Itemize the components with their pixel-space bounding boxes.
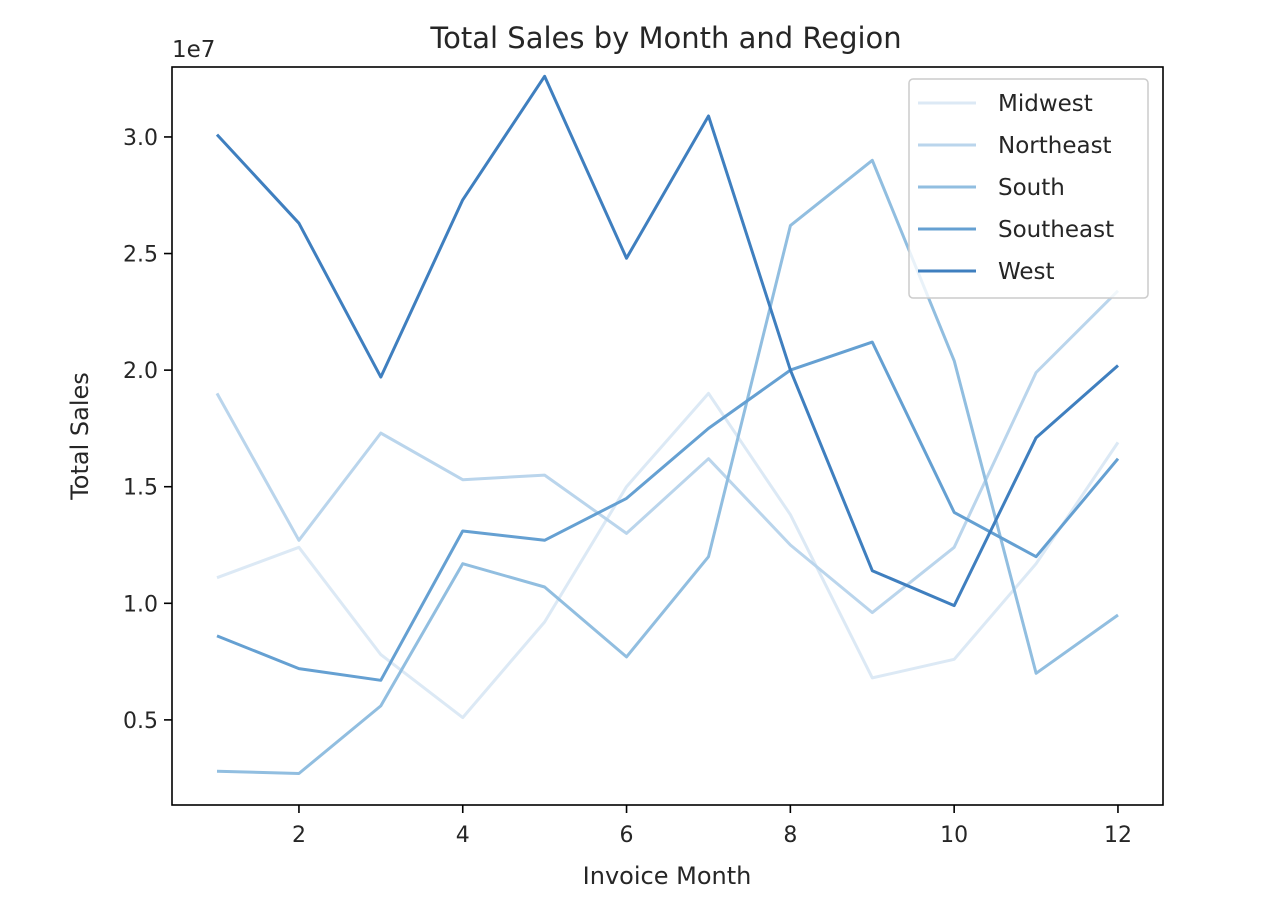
- series-line-midwest: [216, 391, 1120, 720]
- y-tick-label: 2.5: [123, 243, 158, 268]
- y-tick-label: 1.0: [123, 592, 158, 617]
- legend-label-southeast: Southeast: [998, 217, 1114, 243]
- x-tick-label: 6: [620, 823, 634, 848]
- x-tick-label: 2: [292, 823, 306, 848]
- y-tick-label: 0.5: [123, 709, 158, 734]
- chart-title: Total Sales by Month and Region: [429, 21, 901, 55]
- legend-label-midwest: Midwest: [998, 91, 1093, 117]
- y-axis-ticks: 0.5 1.0 1.5 2.0 2.5 3.0: [123, 126, 172, 734]
- legend-label-northeast: Northeast: [998, 133, 1112, 159]
- y-tick-label: 1.5: [123, 476, 158, 501]
- series-line-west: [215, 74, 1119, 608]
- legend-box: [908, 78, 1149, 299]
- y-axis-offset-label: 1e7: [172, 37, 215, 63]
- y-axis-label: Total Sales: [66, 372, 94, 501]
- series-line-south: [216, 158, 1119, 775]
- x-axis-ticks: 2 4 6 8 10 12: [292, 805, 1132, 848]
- x-axis-label: Invoice Month: [583, 862, 752, 890]
- y-tick-label: 2.0: [123, 359, 158, 384]
- legend-label-west: West: [998, 259, 1055, 285]
- x-tick-label: 8: [783, 823, 797, 848]
- y-tick-label: 3.0: [123, 126, 158, 151]
- series-lines: [215, 74, 1120, 775]
- x-tick-label: 10: [940, 823, 968, 848]
- series-line-southeast: [216, 340, 1120, 682]
- x-tick-label: 12: [1104, 823, 1132, 848]
- chart-legend: Midwest Northeast South Southeast West: [908, 78, 1149, 299]
- plot-area-frame: [171, 66, 1164, 806]
- x-tick-label: 4: [456, 823, 470, 848]
- legend-label-south: South: [998, 175, 1065, 201]
